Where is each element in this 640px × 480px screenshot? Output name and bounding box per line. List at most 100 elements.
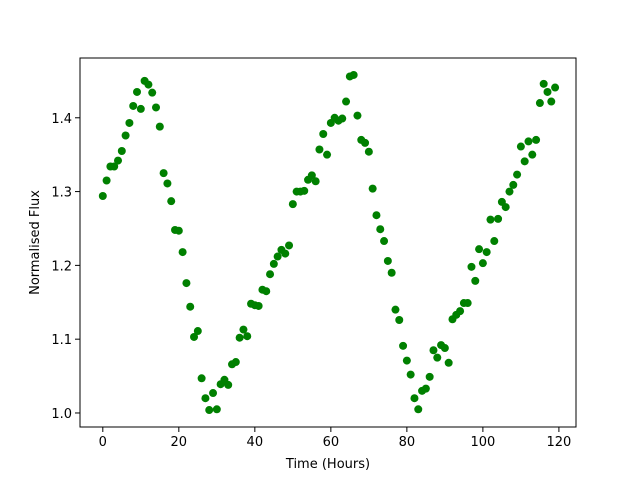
point [532, 135, 541, 144]
point [387, 268, 396, 277]
point [285, 241, 294, 250]
point [110, 162, 119, 171]
point [361, 138, 370, 147]
point [315, 145, 324, 154]
point [513, 170, 522, 179]
point [254, 301, 263, 310]
point [467, 262, 476, 271]
x-tick-label: 120 [546, 435, 571, 450]
point [463, 299, 472, 308]
point [399, 341, 408, 350]
point [486, 215, 495, 224]
point [136, 104, 145, 113]
point [117, 146, 126, 155]
point [410, 394, 419, 403]
y-tick-label: 1.0 [51, 407, 72, 422]
point [429, 346, 438, 355]
point [125, 118, 134, 127]
point [319, 130, 328, 139]
point [148, 88, 157, 97]
point [178, 248, 187, 257]
point [224, 380, 233, 389]
y-tick-label: 1.3 [51, 186, 72, 201]
point [482, 248, 491, 257]
point [372, 211, 381, 220]
point [266, 270, 275, 279]
point [182, 279, 191, 288]
point [174, 226, 183, 235]
point [494, 214, 503, 223]
point [121, 131, 130, 140]
point [425, 372, 434, 381]
point [231, 358, 240, 367]
point [383, 256, 392, 265]
axes-frame [79, 57, 577, 428]
point [414, 405, 423, 414]
x-tick-label: 80 [399, 435, 416, 450]
point [300, 186, 309, 195]
point [444, 358, 453, 367]
point [543, 87, 552, 96]
point [167, 197, 176, 206]
point [421, 384, 430, 393]
point [391, 305, 400, 314]
point [212, 405, 221, 414]
point [197, 374, 206, 383]
point [402, 356, 411, 365]
point [98, 192, 107, 201]
point [144, 80, 153, 89]
point [288, 200, 297, 209]
point [209, 389, 218, 398]
point [509, 180, 518, 189]
x-axis-label: Time (Hours) [285, 457, 370, 472]
point [273, 252, 282, 261]
point [547, 97, 556, 106]
y-tick-label: 1.4 [51, 112, 72, 127]
x-tick-label: 20 [171, 435, 188, 450]
point [433, 353, 442, 362]
point [406, 370, 415, 379]
point [159, 169, 168, 178]
point [478, 259, 487, 268]
point [551, 83, 560, 92]
point [201, 394, 210, 403]
point [364, 147, 373, 156]
point [193, 327, 202, 336]
point [520, 157, 529, 166]
point [133, 87, 142, 96]
point [539, 79, 548, 88]
point [205, 406, 214, 415]
point [114, 156, 123, 165]
point [516, 142, 525, 151]
point [269, 259, 278, 268]
x-tick-label: 40 [247, 435, 264, 450]
point [155, 122, 164, 131]
point [129, 101, 138, 110]
point [475, 245, 484, 254]
x-tick-label: 0 [99, 435, 107, 450]
point [235, 333, 244, 342]
point [262, 287, 271, 296]
point [368, 184, 377, 193]
point [456, 307, 465, 316]
point [307, 171, 316, 180]
point [323, 150, 332, 159]
point [281, 249, 290, 258]
point [163, 179, 172, 188]
point [186, 302, 195, 311]
x-tick-label: 60 [323, 435, 340, 450]
point [338, 114, 347, 123]
y-tick-label: 1.1 [51, 333, 72, 348]
point [535, 99, 544, 108]
point [102, 176, 111, 185]
point [152, 103, 161, 112]
point [243, 332, 252, 341]
point [353, 111, 362, 120]
point [501, 203, 510, 212]
point [239, 325, 248, 334]
point [342, 97, 351, 106]
x-tick-label: 100 [470, 435, 495, 450]
point [490, 237, 499, 246]
point [349, 70, 358, 79]
